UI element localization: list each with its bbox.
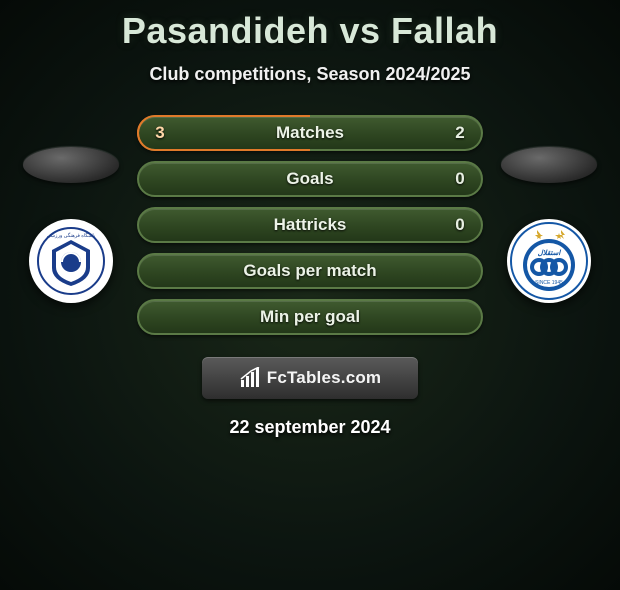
svg-text:باشگاه فرهنگی ورزشی: باشگاه فرهنگی ورزشی (47, 232, 96, 239)
stat-label: Goals (139, 169, 481, 189)
stat-row: Hattricks0 (137, 207, 483, 243)
stat-row: 3Matches2 (137, 115, 483, 151)
stat-label: Goals per match (139, 261, 481, 281)
stat-value-right: 2 (453, 123, 467, 143)
stat-row: Goals0 (137, 161, 483, 197)
stats-column: 3Matches2Goals0Hattricks0Goals per match… (137, 115, 483, 335)
club-crest-right-icon: استقلال SINCE 1945 (507, 219, 591, 303)
page-title: Pasandideh vs Fallah (0, 10, 620, 52)
stat-label: Matches (139, 123, 481, 143)
svg-text:SINCE 1945: SINCE 1945 (535, 280, 563, 286)
stat-label: Min per goal (139, 307, 481, 327)
stat-value-right: 0 (453, 215, 467, 235)
subtitle: Club competitions, Season 2024/2025 (0, 64, 620, 85)
stat-label: Hattricks (139, 215, 481, 235)
date-text: 22 september 2024 (0, 417, 620, 438)
stat-value-right: 0 (453, 169, 467, 189)
left-side-column: باشگاه فرهنگی ورزشی (23, 147, 119, 303)
club-badge-left: باشگاه فرهنگی ورزشی (29, 219, 113, 303)
svg-text:استقلال: استقلال (538, 249, 562, 257)
club-crest-left-icon: باشگاه فرهنگی ورزشی (36, 226, 106, 296)
watermark-badge: FcTables.com (202, 357, 418, 399)
watermark-text: FcTables.com (267, 368, 382, 388)
club-badge-right: استقلال SINCE 1945 (507, 219, 591, 303)
player-silhouette-right (501, 147, 597, 183)
stat-row: Goals per match (137, 253, 483, 289)
stat-row: Min per goal (137, 299, 483, 335)
player-silhouette-left (23, 147, 119, 183)
stat-value-left: 3 (153, 123, 167, 143)
chart-icon (239, 367, 261, 389)
stat-row-highlight (137, 115, 483, 151)
comparison-row: باشگاه فرهنگی ورزشی 3Matches2Goals0Hattr… (0, 115, 620, 335)
right-side-column: استقلال SINCE 1945 (501, 147, 597, 303)
